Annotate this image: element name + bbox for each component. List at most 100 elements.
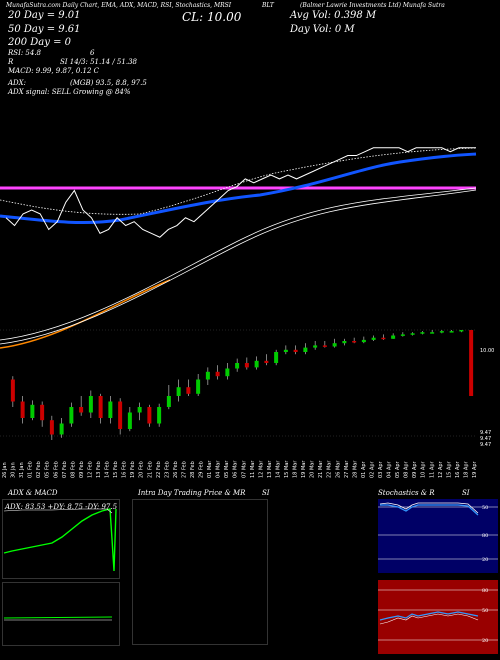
close-price-line [5, 147, 476, 238]
candle-down [118, 401, 123, 429]
mrb-value: (MGB) 93.5, 8.8, 97.5 [70, 79, 147, 87]
candle-up [166, 396, 171, 407]
date-tick-label: 31 Jan [19, 462, 25, 478]
rsi-white-line [379, 613, 479, 625]
adx-white-line [3, 508, 113, 514]
candle-down [264, 360, 269, 363]
mrsi-prefix: R [8, 58, 14, 66]
date-tick-label: 01 Feb [28, 461, 34, 478]
intraday-panel-si: SI [262, 489, 270, 497]
candle-up [157, 407, 162, 424]
date-tick-label: 16 Feb [122, 461, 128, 478]
candles-series [10, 330, 474, 440]
stoch-label-80: 80 [482, 533, 488, 539]
date-tick-label: 19 Feb [130, 461, 136, 478]
date-tick-label: 20 Mar [310, 460, 316, 478]
candle-up [205, 371, 210, 380]
date-tick-label: 14 Mar [275, 460, 281, 478]
candle-up [283, 349, 288, 352]
date-tick-label: 07 Mar [241, 460, 247, 478]
candle-down [352, 341, 357, 343]
rsi-period: 6 [90, 49, 95, 57]
date-tick-label: 20 Feb [139, 461, 145, 478]
candle-up [371, 337, 376, 340]
price-chart: 26 Jan 30 Jan 31 Jan 01 Feb 02 Feb 05 Feb 06 F… [0, 147, 494, 478]
candle-up [420, 332, 425, 334]
date-tick-label: 21 Feb [147, 461, 153, 478]
date-tick-label: 13 Feb [96, 461, 102, 478]
candle-down [244, 363, 249, 368]
mrsi-value: SI 14/3: 51.14 / 51.38 [60, 58, 137, 66]
date-tick-label: 01 Apr [361, 460, 367, 478]
candle-up [303, 347, 308, 352]
adx-green-line [3, 508, 117, 572]
close-price-label: CL: 10.00 [182, 10, 242, 24]
date-tick-label: 27 Feb [181, 461, 187, 478]
date-tick-label: 15 Apr [446, 460, 452, 478]
date-tick-label: 26 Feb [173, 461, 179, 478]
price-axis-label-b1: 9.47 [480, 430, 491, 436]
chart-header-ticker: BLT [262, 2, 274, 9]
date-tick-label: 02 Feb [36, 461, 42, 478]
candle-down [186, 387, 191, 394]
date-tick-label: 19 Mar [301, 460, 307, 478]
candle-up [400, 334, 405, 336]
macd-value: MACD: 9.99, 9.87, 0.12 C [8, 67, 100, 75]
date-tick-label: 03 Apr [378, 460, 384, 478]
date-tick-label: 11 Apr [429, 460, 435, 478]
ema-white-long-b [0, 189, 477, 345]
candle-up [430, 332, 435, 334]
ema-white-long-a [0, 187, 477, 341]
stoch-label-50: 50 [482, 505, 488, 511]
ema50-label: 50 Day = 9.61 [8, 24, 81, 35]
candle-up [176, 387, 181, 396]
candle-down [10, 379, 15, 402]
rsi-label-50: 50 [482, 608, 488, 614]
rsi-panel: 80 50 20 [378, 580, 498, 654]
date-tick-label: 08 Feb [70, 461, 76, 478]
date-tick-label: 18 Apr [463, 460, 469, 478]
date-tick-label: 16 Apr [455, 460, 461, 478]
date-tick-label: 02 Apr [369, 460, 375, 478]
date-tick-label: 12 Mar [258, 460, 264, 478]
candle-up [391, 335, 396, 339]
candle-up [108, 401, 113, 418]
rsi-value: RSI: 54.8 [8, 49, 42, 57]
date-tick-label: 04 Apr [387, 460, 393, 478]
candle-up [88, 396, 93, 413]
date-tick-label: 18 Mar [293, 460, 299, 478]
candle-up [196, 379, 201, 394]
date-tick-label: 26 Mar [335, 460, 341, 478]
date-tick-label: 15 Mar [284, 460, 290, 478]
stoch-label-20: 20 [482, 557, 488, 563]
candle-up [254, 360, 259, 368]
adx-values-text: ADX: 83.53 +DY: 8.75 -DY: 97.5 [4, 503, 118, 511]
candle-up [449, 331, 454, 333]
candle-up [439, 331, 444, 333]
date-tick-label: 04 Mar [216, 460, 222, 478]
candle-up [459, 330, 464, 332]
date-tick-label: 15 Feb [113, 461, 119, 478]
date-tick-label: 06 Feb [53, 461, 59, 478]
candle-up [225, 368, 230, 377]
intraday-panel-title: Intra Day Trading Price & MR [138, 489, 246, 497]
date-tick-label: 13 Mar [267, 460, 273, 478]
date-tick-label: 05 Mar [224, 460, 230, 478]
candle-up [342, 341, 347, 344]
date-axis: 26 Jan 30 Jan 31 Jan 01 Feb 02 Feb 05 Feb 06 F… [2, 460, 478, 478]
stoch-blue-line [380, 504, 479, 516]
candle-down [215, 371, 220, 377]
candle-down [40, 404, 45, 421]
ema20-label: 20 Day = 9.01 [8, 10, 81, 21]
close-price-series [5, 147, 476, 238]
date-tick-label: 08 Apr [404, 460, 410, 478]
candle-down [381, 337, 386, 340]
date-tick-label: 10 Apr [421, 460, 427, 478]
ema-dotted-line [0, 147, 477, 215]
adx-panel-title: ADX & MACD [8, 489, 58, 497]
date-tick-label: 30 Jan [11, 462, 17, 478]
adx-panel: ADX: 83.53 +DY: 8.75 -DY: 97.5 [2, 499, 120, 579]
stoch-panel-title: Stochastics & R [378, 489, 435, 497]
chart-header-title: MunafaSutra.com Daily Chart, EMA, ADX, M… [6, 2, 232, 9]
date-tick-label: 28 Feb [190, 461, 196, 478]
